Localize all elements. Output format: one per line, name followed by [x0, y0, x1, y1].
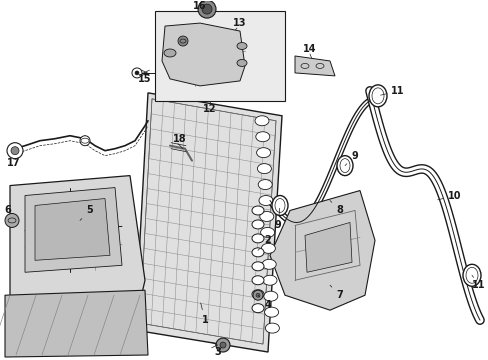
Ellipse shape — [257, 164, 271, 174]
Circle shape — [135, 71, 139, 75]
Ellipse shape — [271, 195, 287, 216]
Ellipse shape — [260, 228, 274, 237]
Ellipse shape — [251, 248, 264, 257]
Ellipse shape — [251, 234, 264, 243]
Polygon shape — [10, 176, 145, 350]
Text: 5: 5 — [80, 206, 93, 220]
Ellipse shape — [251, 262, 264, 271]
Ellipse shape — [237, 59, 246, 67]
Text: 1: 1 — [200, 303, 208, 325]
Polygon shape — [294, 56, 334, 76]
Polygon shape — [25, 188, 122, 272]
Polygon shape — [305, 222, 351, 272]
Text: 11: 11 — [471, 275, 485, 290]
Text: 18: 18 — [173, 134, 186, 144]
Ellipse shape — [251, 206, 264, 215]
Circle shape — [5, 213, 19, 228]
Polygon shape — [135, 93, 282, 352]
Ellipse shape — [259, 211, 273, 221]
Text: 3: 3 — [214, 347, 221, 357]
Ellipse shape — [263, 275, 276, 285]
Text: 10: 10 — [437, 190, 461, 201]
Circle shape — [11, 147, 19, 155]
Polygon shape — [269, 190, 374, 310]
Ellipse shape — [251, 220, 264, 229]
Ellipse shape — [265, 323, 279, 333]
Ellipse shape — [251, 304, 264, 312]
Ellipse shape — [163, 49, 176, 57]
Circle shape — [256, 293, 260, 297]
Polygon shape — [162, 23, 244, 86]
Polygon shape — [35, 198, 110, 260]
Ellipse shape — [368, 85, 386, 107]
Text: 9: 9 — [274, 208, 281, 230]
Text: 8: 8 — [329, 201, 343, 216]
Circle shape — [7, 143, 23, 159]
Circle shape — [132, 68, 142, 78]
Text: 17: 17 — [7, 158, 20, 168]
Circle shape — [202, 4, 212, 14]
Ellipse shape — [258, 180, 272, 190]
Ellipse shape — [256, 148, 270, 158]
Circle shape — [252, 290, 263, 300]
Circle shape — [178, 36, 187, 46]
Ellipse shape — [237, 42, 246, 49]
Text: 15: 15 — [138, 74, 151, 84]
Text: 12: 12 — [203, 104, 216, 114]
Text: 11: 11 — [380, 86, 404, 96]
Ellipse shape — [255, 132, 269, 142]
Ellipse shape — [259, 195, 272, 206]
Ellipse shape — [251, 276, 264, 285]
Ellipse shape — [262, 259, 276, 269]
Ellipse shape — [261, 243, 275, 253]
Text: 4: 4 — [258, 295, 271, 310]
Circle shape — [198, 0, 216, 18]
Text: 14: 14 — [303, 44, 316, 54]
Text: 6: 6 — [4, 206, 11, 216]
Text: 13: 13 — [233, 18, 246, 28]
Text: 9: 9 — [345, 150, 358, 166]
Polygon shape — [5, 290, 148, 357]
Ellipse shape — [263, 291, 277, 301]
Ellipse shape — [180, 39, 185, 43]
Ellipse shape — [462, 264, 480, 286]
Circle shape — [80, 136, 90, 146]
Circle shape — [220, 342, 225, 348]
Text: 16: 16 — [193, 1, 206, 11]
Ellipse shape — [336, 156, 352, 176]
Ellipse shape — [264, 307, 278, 317]
Ellipse shape — [251, 290, 264, 299]
Ellipse shape — [254, 116, 268, 126]
Text: 2: 2 — [258, 235, 271, 250]
FancyBboxPatch shape — [155, 11, 285, 101]
Text: 7: 7 — [329, 285, 343, 300]
Circle shape — [216, 338, 229, 352]
